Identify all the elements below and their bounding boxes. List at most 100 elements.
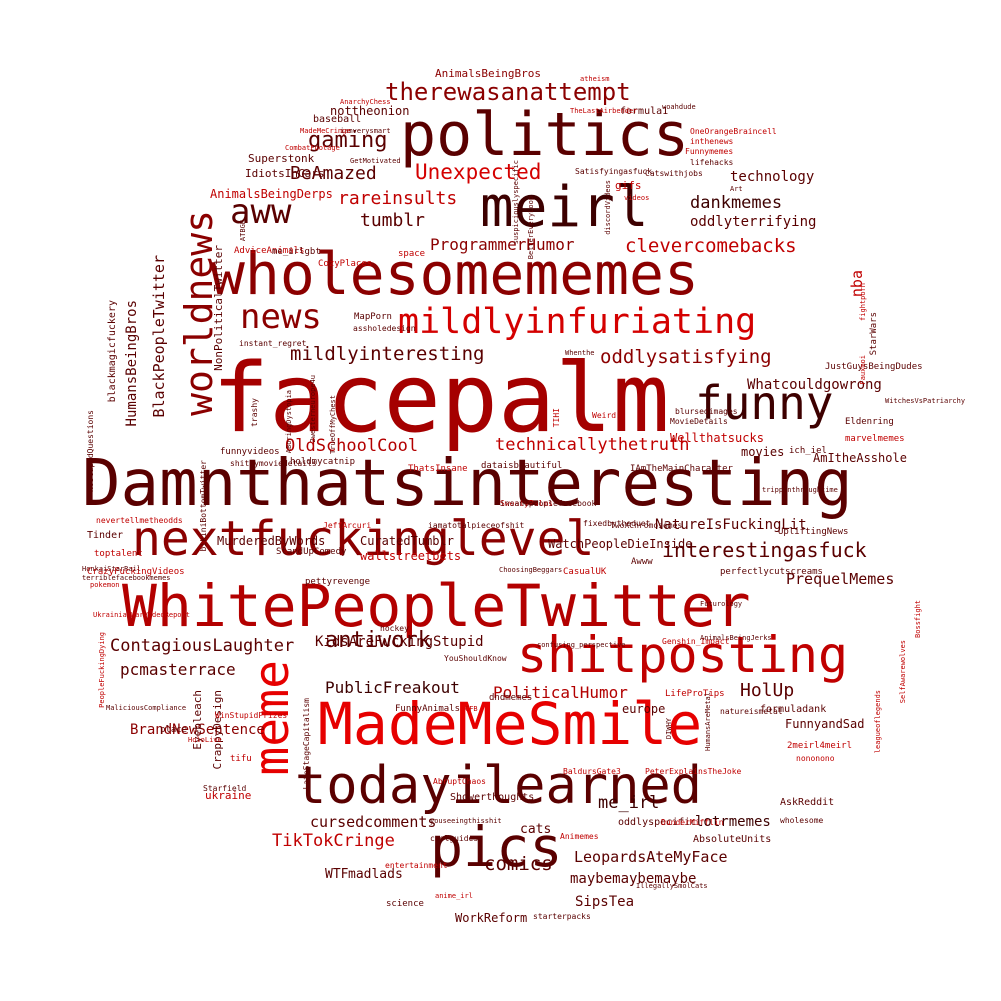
cloud-word: entertainment [385, 861, 448, 870]
cloud-word: LateStageCapitalism [302, 698, 311, 790]
cloud-word: WorkReform [455, 911, 528, 925]
cloud-word: news [240, 297, 322, 337]
cloud-word: WinStupidPrizes [215, 711, 288, 720]
cloud-word: blackmagicfuckery [107, 300, 118, 403]
cloud-word: TheLastAirbender [570, 107, 638, 115]
cloud-word: ContagiousLaughter [110, 636, 295, 656]
cloud-word: PrequelMemes [786, 570, 895, 588]
cloud-word: fixedbytheduet [583, 519, 651, 528]
cloud-word: nevertellmetheodds [96, 516, 183, 525]
cloud-word: DunderMifflin [661, 818, 724, 827]
cloud-word: AbsoluteUnits [693, 834, 772, 845]
cloud-word: MovieDetails [670, 417, 728, 426]
cloud-word: HonkaiStarRail [82, 565, 142, 573]
cloud-word: AnarchyChess [340, 98, 391, 106]
cloud-word: pokemon [90, 581, 120, 589]
cloud-word: SelfAwarewolves [899, 640, 907, 704]
cloud-word: ukraine [205, 789, 252, 802]
cloud-word: maybemaybemaybe [570, 871, 697, 887]
cloud-word: gifs [615, 179, 642, 192]
cloud-word: Damnthatsinteresting [82, 447, 853, 521]
cloud-word: IAmTheMainCharacter [630, 464, 733, 474]
cloud-word: nottheonion [330, 104, 410, 118]
cloud-word: WTF [325, 867, 349, 882]
cloud-word: confusing_perspective [537, 641, 626, 649]
cloud-word: CombatFootage [285, 144, 340, 152]
cloud-word: UkrainianWarVideoReport [93, 611, 190, 619]
cloud-word: nononono [796, 754, 835, 763]
cloud-word: meirl [480, 175, 649, 240]
cloud-word: AmItheAsshole [813, 451, 907, 465]
cloud-word: NatureIsFuckingLit [655, 517, 807, 533]
cloud-word: TrueOffMyChest [329, 395, 337, 455]
cloud-word: GetMotivated [350, 157, 401, 165]
cloud-word: marvelmemes [845, 434, 905, 444]
cloud-word: toptalent [94, 549, 143, 559]
cloud-word: Superstonk [248, 152, 315, 165]
cloud-word: MurderedByWords [217, 534, 326, 548]
cloud-word: AdviceAnimals [234, 246, 305, 256]
cloud-word: assholedesign [353, 324, 416, 333]
cloud-word: place [160, 725, 188, 735]
cloud-word: cats [520, 822, 552, 837]
cloud-word: oddlysatisfying [600, 346, 772, 368]
cloud-word: youseeingthisshit [430, 817, 502, 825]
cloud-word: FunnyandSad [785, 717, 865, 731]
cloud-word: woahdude [662, 103, 696, 111]
cloud-word: KidsAreFuckingStupid [315, 634, 484, 650]
cloud-word: Whatcouldgowrong [747, 377, 882, 393]
cloud-word: AnimalsBeingJerks [700, 634, 772, 642]
cloud-word: UpliftingNews [778, 527, 849, 537]
cloud-word: shitposting [517, 626, 849, 684]
cloud-word: pettyrevenge [305, 577, 371, 587]
cloud-word: LeopardsAteMyFace [574, 848, 728, 866]
cloud-word: AnimalsBeingDerps [210, 187, 333, 201]
cloud-word: MaliciousCompliance [106, 704, 187, 712]
cloud-word: baseball [313, 114, 362, 125]
cloud-word: HoloLive [188, 736, 222, 744]
cloud-word: AskReddit [780, 797, 835, 808]
cloud-word: Futurology [700, 600, 743, 608]
cloud-word: ich_iel [789, 446, 827, 456]
cloud-word: BetterEveryLoop [527, 196, 535, 260]
cloud-word: oddlyterrifying [690, 214, 817, 230]
cloud-word: 2westerneurope4u [309, 375, 317, 443]
cloud-word: NonPoliticalTwitter [212, 245, 225, 371]
cloud-word: perfectlycutscreams [720, 567, 823, 577]
cloud-word: LifeProTips [665, 689, 725, 699]
cloud-word: 2meirl4meirl [787, 741, 853, 751]
cloud-word: movies [741, 445, 785, 459]
cloud-word: insanepeoplefacebook [500, 499, 597, 508]
cloud-word: fightporn [859, 283, 867, 321]
cloud-word: trippinthroughtime [762, 486, 838, 494]
cloud-word: tumblr [360, 210, 426, 231]
cloud-word: therewasanattempt [385, 78, 631, 106]
cloud-word: Unexpected [415, 160, 542, 184]
cloud-word: science [386, 899, 424, 909]
cloud-word: formula1 [620, 106, 669, 117]
cloud-word: IdiotsInCars [245, 167, 325, 180]
cloud-word: terriblefacebookmemes [82, 574, 171, 582]
cloud-word: Eldenring [845, 417, 894, 427]
cloud-word: PublicFreakout [325, 678, 460, 697]
cloud-word: dataisbeautiful [481, 461, 563, 471]
cloud-word: blursedimages [675, 407, 738, 416]
cloud-word: BeAmazed [290, 163, 377, 184]
cloud-word: cursedcomments [310, 813, 437, 831]
cloud-word: formuladank [760, 704, 827, 715]
cloud-word: mildlyinfuriating [398, 302, 757, 342]
cloud-word: me_irlgbt [272, 247, 321, 257]
cloud-word: anime_irl [435, 892, 473, 900]
cloud-word: Weird [592, 411, 617, 420]
cloud-word: technology [730, 169, 815, 185]
cloud-word: CrappyDesign [211, 690, 224, 770]
cloud-word: videos [624, 194, 650, 202]
cloud-word: lifehacks [690, 158, 734, 167]
cloud-word: TwoXChromosomes [610, 521, 683, 530]
cloud-word: MadeMeSmile [318, 690, 703, 758]
cloud-word: rareinsults [338, 188, 458, 209]
cloud-word: HumansBeingBros [124, 300, 140, 427]
cloud-word: MadeMeCringe [300, 127, 351, 135]
cloud-word: space [398, 249, 426, 259]
